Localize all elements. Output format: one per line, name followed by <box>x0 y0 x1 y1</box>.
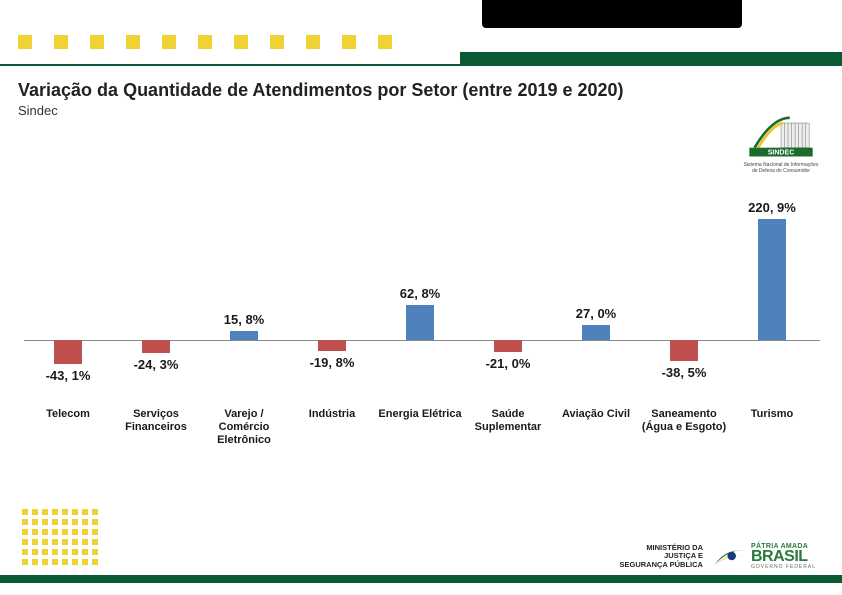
bar-value-label: 62, 8% <box>400 286 440 301</box>
bar-value-label: -43, 1% <box>46 368 91 383</box>
category-label: Aviação Civil <box>552 408 640 421</box>
chart-bar <box>318 340 346 351</box>
governo-federal: GOVERNO FEDERAL <box>751 565 816 570</box>
header-yellow-squares <box>18 35 392 49</box>
sindec-tagline: Sistema Nacional de Informações de Defes… <box>742 162 820 174</box>
category-label: Telecom <box>24 408 112 421</box>
chart-bar <box>54 340 82 364</box>
bar-value-label: -19, 8% <box>310 355 355 370</box>
chart-column: -38, 5% Saneamento (Água e Esgoto) <box>640 200 728 440</box>
chart-column: 220, 9% Turismo <box>728 200 816 440</box>
sindec-logo: SINDEC Sistema Nacional de Informações d… <box>742 116 820 174</box>
chart-column: -19, 8% Indústria <box>288 200 376 440</box>
chart-bar <box>494 340 522 352</box>
category-label: Indústria <box>288 408 376 421</box>
category-label: Saneamento (Água e Esgoto) <box>640 408 728 434</box>
chart-bar <box>230 331 258 340</box>
bar-value-label: 15, 8% <box>224 312 264 327</box>
chart-column: -24, 3% Serviços Financeiros <box>112 200 200 440</box>
bar-value-label: 220, 9% <box>748 200 796 215</box>
top-black-box <box>482 0 742 28</box>
chart-bar <box>758 219 786 340</box>
footer-yellow-dots <box>22 509 98 565</box>
title-block: Variação da Quantidade de Atendimentos p… <box>18 80 624 118</box>
chart-bar <box>142 340 170 353</box>
footer-green-bar <box>0 575 842 583</box>
chart-bar <box>582 325 610 340</box>
subtitle: Sindec <box>18 103 624 118</box>
bar-value-label: -38, 5% <box>662 365 707 380</box>
chart-column: -21, 0% Saúde Suplementar <box>464 200 552 440</box>
category-label: Serviços Financeiros <box>112 408 200 434</box>
category-label: Energia Elétrica <box>376 408 464 421</box>
chart-column: 62, 8% Energia Elétrica <box>376 200 464 440</box>
brasil-logo: PÁTRIA AMADA BRASIL GOVERNO FEDERAL <box>713 544 816 569</box>
chart-column: 27, 0% Aviação Civil <box>552 200 640 440</box>
chart-column: 15, 8%Varejo / Comércio Eletrônico <box>200 200 288 440</box>
category-label: Saúde Suplementar <box>464 408 552 434</box>
page-title: Variação da Quantidade de Atendimentos p… <box>18 80 624 101</box>
header-green-bar <box>0 52 842 66</box>
ministerio-label: MINISTÉRIO DAJUSTIÇA ESEGURANÇA PÚBLICA <box>620 544 703 569</box>
chart-bar <box>406 305 434 340</box>
chart-bar <box>670 340 698 361</box>
variation-bar-chart: -43, 1% Telecom -24, 3% Serviços Financeiro… <box>24 200 820 440</box>
brasil-word: BRASIL <box>751 550 816 564</box>
bar-value-label: 27, 0% <box>576 306 616 321</box>
bar-value-label: -24, 3% <box>134 357 179 372</box>
svg-text:SINDEC: SINDEC <box>768 150 795 157</box>
category-label: Varejo / Comércio Eletrônico <box>200 408 288 448</box>
bar-value-label: -21, 0% <box>486 356 531 371</box>
category-label: Turismo <box>728 408 816 421</box>
chart-column: -43, 1% Telecom <box>24 200 112 440</box>
government-logo-block: MINISTÉRIO DAJUSTIÇA ESEGURANÇA PÚBLICA … <box>614 542 823 571</box>
